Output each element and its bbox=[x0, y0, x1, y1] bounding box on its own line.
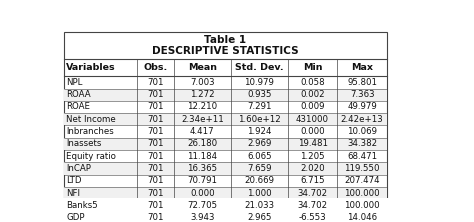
Text: 701: 701 bbox=[147, 127, 164, 136]
Text: 119.550: 119.550 bbox=[345, 164, 380, 173]
Text: NPL: NPL bbox=[66, 78, 82, 87]
Bar bbox=[64, 32, 387, 222]
Text: 1.60e+12: 1.60e+12 bbox=[238, 115, 281, 124]
Text: Min: Min bbox=[303, 63, 322, 72]
Bar bbox=[64, 187, 387, 199]
Text: 6.715: 6.715 bbox=[300, 176, 325, 185]
Text: 0.009: 0.009 bbox=[301, 103, 325, 111]
Text: 7.659: 7.659 bbox=[247, 164, 272, 173]
Bar bbox=[64, 113, 387, 125]
Text: 16.365: 16.365 bbox=[187, 164, 218, 173]
Text: Equity ratio: Equity ratio bbox=[66, 152, 116, 161]
Text: 26.180: 26.180 bbox=[187, 139, 218, 148]
Text: 0.000: 0.000 bbox=[190, 189, 215, 198]
Text: 2.42e+13: 2.42e+13 bbox=[341, 115, 383, 124]
Text: 7.291: 7.291 bbox=[247, 103, 272, 111]
Text: 701: 701 bbox=[147, 189, 164, 198]
Text: 70.791: 70.791 bbox=[187, 176, 218, 185]
Bar bbox=[64, 89, 387, 101]
Text: 701: 701 bbox=[147, 90, 164, 99]
Text: 701: 701 bbox=[147, 78, 164, 87]
Text: 0.002: 0.002 bbox=[300, 90, 325, 99]
Text: 1.924: 1.924 bbox=[247, 127, 272, 136]
Text: 34.702: 34.702 bbox=[298, 189, 328, 198]
Text: lnCAP: lnCAP bbox=[66, 164, 91, 173]
Text: 2.969: 2.969 bbox=[247, 139, 272, 148]
Text: Banks5: Banks5 bbox=[66, 201, 98, 210]
Text: 2.34e+11: 2.34e+11 bbox=[181, 115, 224, 124]
Text: 0.058: 0.058 bbox=[300, 78, 325, 87]
Text: 10.979: 10.979 bbox=[244, 78, 274, 87]
Text: -6.553: -6.553 bbox=[299, 213, 327, 222]
Text: lnassets: lnassets bbox=[66, 139, 101, 148]
Text: 701: 701 bbox=[147, 115, 164, 124]
Text: Obs.: Obs. bbox=[143, 63, 168, 72]
Text: Table 1: Table 1 bbox=[204, 35, 246, 45]
Text: 1.205: 1.205 bbox=[300, 152, 325, 161]
Text: 12.210: 12.210 bbox=[187, 103, 218, 111]
Text: 49.979: 49.979 bbox=[347, 103, 377, 111]
Text: Std. Dev.: Std. Dev. bbox=[235, 63, 283, 72]
Text: Net Income: Net Income bbox=[66, 115, 116, 124]
Text: ROAE: ROAE bbox=[66, 103, 90, 111]
Text: 19.481: 19.481 bbox=[298, 139, 328, 148]
Text: 207.474: 207.474 bbox=[344, 176, 380, 185]
Text: 6.065: 6.065 bbox=[247, 152, 272, 161]
Text: 34.382: 34.382 bbox=[347, 139, 377, 148]
Text: 701: 701 bbox=[147, 103, 164, 111]
Text: 701: 701 bbox=[147, 164, 164, 173]
Text: 3.943: 3.943 bbox=[190, 213, 215, 222]
Text: 0.000: 0.000 bbox=[300, 127, 325, 136]
Text: 34.702: 34.702 bbox=[298, 201, 328, 210]
Text: ROAA: ROAA bbox=[66, 90, 91, 99]
Text: NFI: NFI bbox=[66, 189, 80, 198]
Text: 20.669: 20.669 bbox=[244, 176, 274, 185]
Text: DESCRIPTIVE STATISTICS: DESCRIPTIVE STATISTICS bbox=[152, 46, 299, 56]
Text: 701: 701 bbox=[147, 176, 164, 185]
Text: 14.046: 14.046 bbox=[347, 213, 377, 222]
Text: 701: 701 bbox=[147, 201, 164, 210]
Text: GDP: GDP bbox=[66, 213, 85, 222]
Text: 95.801: 95.801 bbox=[347, 78, 377, 87]
Bar bbox=[64, 162, 387, 175]
Text: 0.935: 0.935 bbox=[247, 90, 272, 99]
Text: Max: Max bbox=[351, 63, 373, 72]
Text: 1.000: 1.000 bbox=[247, 189, 272, 198]
Text: 2.020: 2.020 bbox=[300, 164, 325, 173]
Text: LTD: LTD bbox=[66, 176, 82, 185]
Text: Variables: Variables bbox=[66, 63, 116, 72]
Text: 7.003: 7.003 bbox=[190, 78, 215, 87]
Text: 100.000: 100.000 bbox=[344, 189, 380, 198]
Text: 11.184: 11.184 bbox=[187, 152, 218, 161]
Text: 701: 701 bbox=[147, 139, 164, 148]
Text: 7.363: 7.363 bbox=[350, 90, 374, 99]
Bar bbox=[64, 212, 387, 222]
Text: 10.069: 10.069 bbox=[347, 127, 377, 136]
Text: 21.033: 21.033 bbox=[244, 201, 274, 210]
Text: lnbranches: lnbranches bbox=[66, 127, 114, 136]
Text: 4.417: 4.417 bbox=[190, 127, 215, 136]
Bar bbox=[64, 138, 387, 150]
Text: 431000: 431000 bbox=[296, 115, 329, 124]
Text: 701: 701 bbox=[147, 213, 164, 222]
Text: 701: 701 bbox=[147, 152, 164, 161]
Text: 100.000: 100.000 bbox=[344, 201, 380, 210]
Text: 72.705: 72.705 bbox=[187, 201, 218, 210]
Text: 2.965: 2.965 bbox=[247, 213, 272, 222]
Text: Mean: Mean bbox=[188, 63, 217, 72]
Text: 68.471: 68.471 bbox=[347, 152, 377, 161]
Text: 1.272: 1.272 bbox=[190, 90, 215, 99]
